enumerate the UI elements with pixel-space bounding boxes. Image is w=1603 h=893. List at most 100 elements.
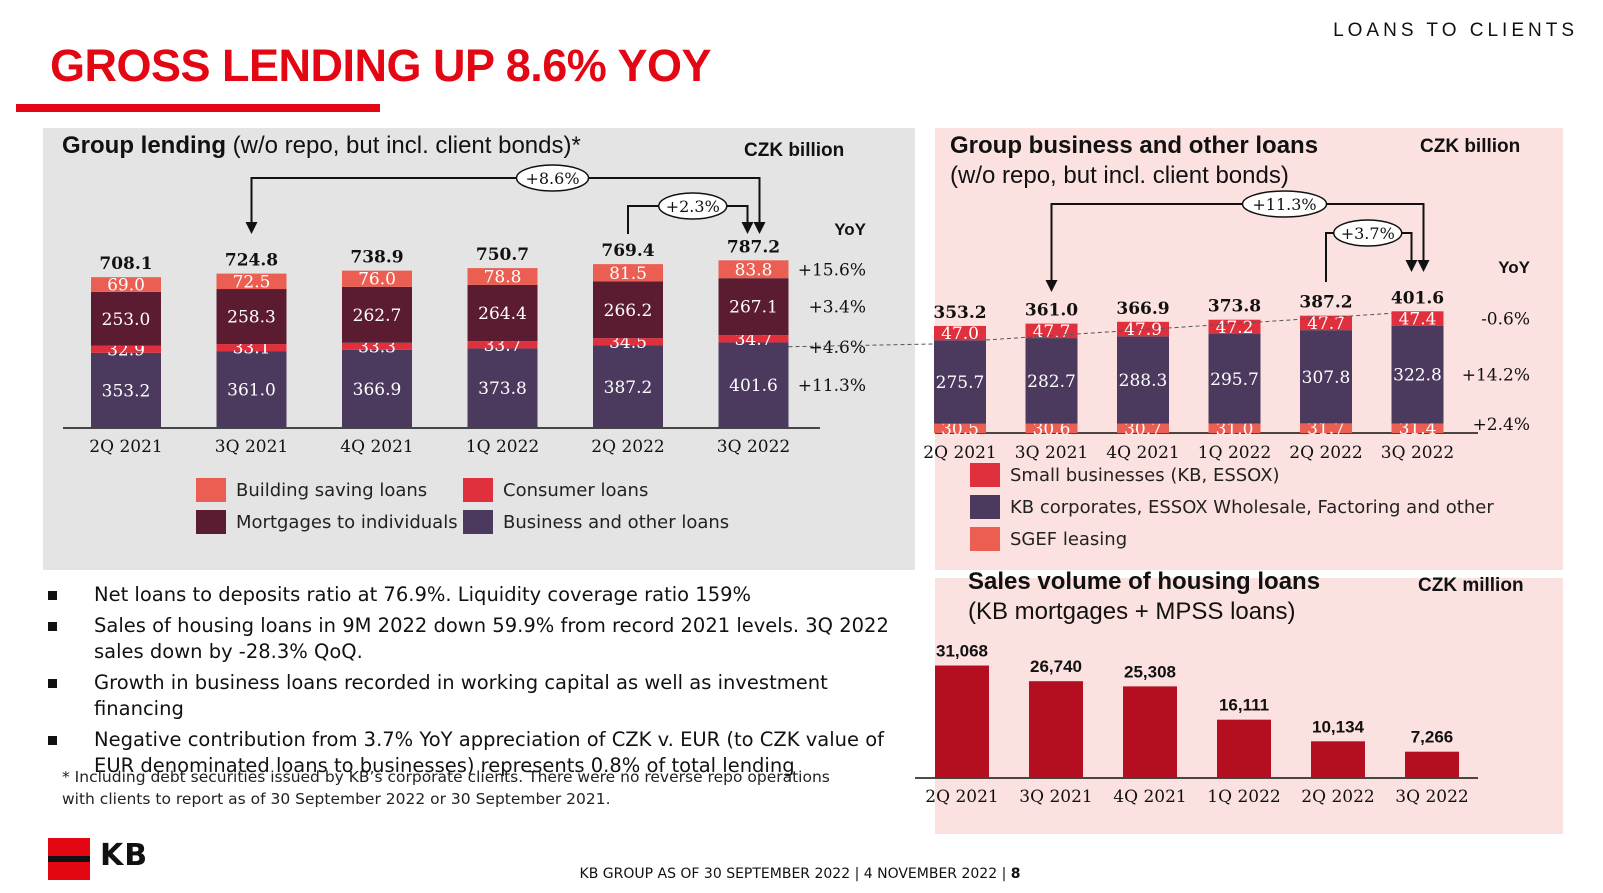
bar-segment	[718, 342, 789, 428]
yoy-label: +15.6%	[798, 260, 866, 280]
legend-label: Small businesses (KB, ESSOX)	[1010, 464, 1280, 486]
bar-segment	[593, 338, 663, 346]
yoy-bracket	[1050, 203, 1425, 283]
x-tick-label: 1Q 2022	[466, 437, 539, 457]
bar-segment	[91, 291, 161, 346]
bullet-square-icon	[48, 591, 57, 600]
bar-segment	[934, 340, 986, 424]
connector-dashed-line	[788, 343, 935, 348]
x-tick-label: 2Q 2021	[923, 443, 996, 463]
segment-label: 387.2	[604, 378, 653, 398]
bar-segment	[1300, 330, 1352, 424]
legend-swatch	[196, 478, 226, 502]
bar-segment	[467, 341, 538, 349]
bar-value-label: 7,266	[1411, 728, 1454, 747]
segment-label: 253.0	[102, 310, 151, 330]
legend-small-businesses: Small businesses (KB, ESSOX)	[970, 463, 1280, 487]
segment-label: 30.5	[941, 419, 979, 439]
legend-swatch	[970, 527, 1000, 551]
x-tick-label: 3Q 2022	[717, 437, 790, 457]
bar-segment	[718, 278, 789, 336]
legend-label: KB corporates, ESSOX Wholesale, Factorin…	[1010, 496, 1494, 518]
segment-label: 78.8	[484, 267, 522, 287]
annotation-bubble	[1241, 190, 1328, 218]
total-label: 387.2	[1299, 293, 1352, 313]
bullet-text: Growth in business loans recorded in wor…	[94, 671, 828, 720]
segment-label: 366.9	[353, 380, 402, 400]
legend-label: Mortgages to individuals	[236, 511, 458, 533]
arrow-down-icon	[753, 222, 766, 234]
total-label: 373.8	[1208, 297, 1261, 317]
page-title: GROSS LENDING UP 8.6% YOY	[50, 40, 712, 91]
bar-segment	[342, 270, 412, 287]
legend-label: Consumer loans	[503, 479, 649, 501]
legend-label: SGEF leasing	[1010, 528, 1128, 550]
bar-segment	[91, 352, 161, 428]
bar-segment	[467, 284, 538, 342]
segment-label: 31.0	[1216, 419, 1254, 439]
arrow-down-icon	[1045, 280, 1058, 292]
x-tick-label: 2Q 2021	[89, 437, 162, 457]
title-underline	[16, 104, 380, 112]
section-label: LOANS TO CLIENTS	[1333, 20, 1578, 41]
segment-label: 275.7	[936, 373, 985, 393]
yoy-label: +14.2%	[1462, 366, 1530, 386]
bullet-text: Negative contribution from 3.7% YoY appr…	[94, 728, 885, 777]
bar-segment	[216, 344, 287, 352]
segment-label: 69.0	[107, 276, 145, 296]
arrow-down-icon	[245, 222, 258, 234]
total-label: 361.0	[1025, 301, 1078, 321]
segment-label: 361.0	[227, 381, 276, 401]
total-label: 353.2	[933, 303, 986, 323]
footnote: * Including debt securities issued by KB…	[62, 768, 830, 808]
annotation-label: +3.7%	[1341, 224, 1395, 243]
segment-label: 401.6	[729, 376, 778, 396]
x-tick-label: 3Q 2022	[1395, 787, 1468, 807]
annotation-label: +2.3%	[666, 197, 720, 216]
bar-value-label: 16,111	[1219, 696, 1269, 715]
kb-logo-bar	[48, 856, 90, 862]
bullet-item: Negative contribution from 3.7% YoY appr…	[48, 727, 908, 779]
segment-label: 288.3	[1119, 371, 1168, 391]
x-tick-label: 2Q 2022	[1301, 787, 1374, 807]
bar-segment	[718, 335, 789, 343]
bar-segment	[1025, 423, 1078, 433]
segment-label: 72.5	[233, 272, 271, 292]
bar-segment	[1117, 321, 1169, 337]
total-label: 401.6	[1391, 288, 1444, 308]
page-number: 8	[1010, 866, 1021, 882]
x-tick-label: 3Q 2021	[215, 437, 288, 457]
arrow-down-icon	[1417, 260, 1430, 272]
yoy-label: -0.6%	[1481, 309, 1530, 329]
legend-label: Building saving loans	[236, 479, 428, 501]
bar-segment	[1391, 423, 1444, 433]
legend-swatch	[196, 510, 226, 534]
arrow-down-icon	[1405, 260, 1418, 272]
legend-label: Business and other loans	[503, 511, 730, 533]
annotation-bubble	[515, 164, 590, 192]
segment-label: 47.7	[1307, 314, 1345, 334]
bar-segment	[1208, 423, 1261, 433]
bar	[1029, 681, 1083, 778]
legend-swatch	[463, 510, 493, 534]
bar	[1123, 686, 1177, 778]
bar-segment	[91, 345, 161, 353]
group-lending-title: Group lending (w/o repo, but incl. clien…	[62, 132, 581, 160]
bullet-square-icon	[48, 679, 57, 688]
bar-segment	[467, 268, 538, 285]
bar-segment	[934, 423, 986, 433]
total-label: 708.1	[99, 254, 152, 274]
bar-segment	[1117, 423, 1169, 433]
bar-segment	[216, 273, 287, 290]
x-tick-label: 2Q 2022	[591, 437, 664, 457]
bar-segment	[216, 289, 287, 345]
trend-dashed-line	[985, 312, 1392, 341]
arrow-down-icon	[741, 222, 754, 234]
bar-segment	[91, 277, 161, 292]
x-tick-label: 3Q 2021	[1015, 443, 1088, 463]
segment-label: 47.4	[1399, 309, 1437, 329]
yoy-label: +4.6%	[809, 338, 866, 358]
key-points-list: Net loans to deposits ratio at 76.9%. Li…	[48, 582, 908, 784]
bar	[935, 665, 989, 778]
segment-label: 282.7	[1027, 372, 1076, 392]
